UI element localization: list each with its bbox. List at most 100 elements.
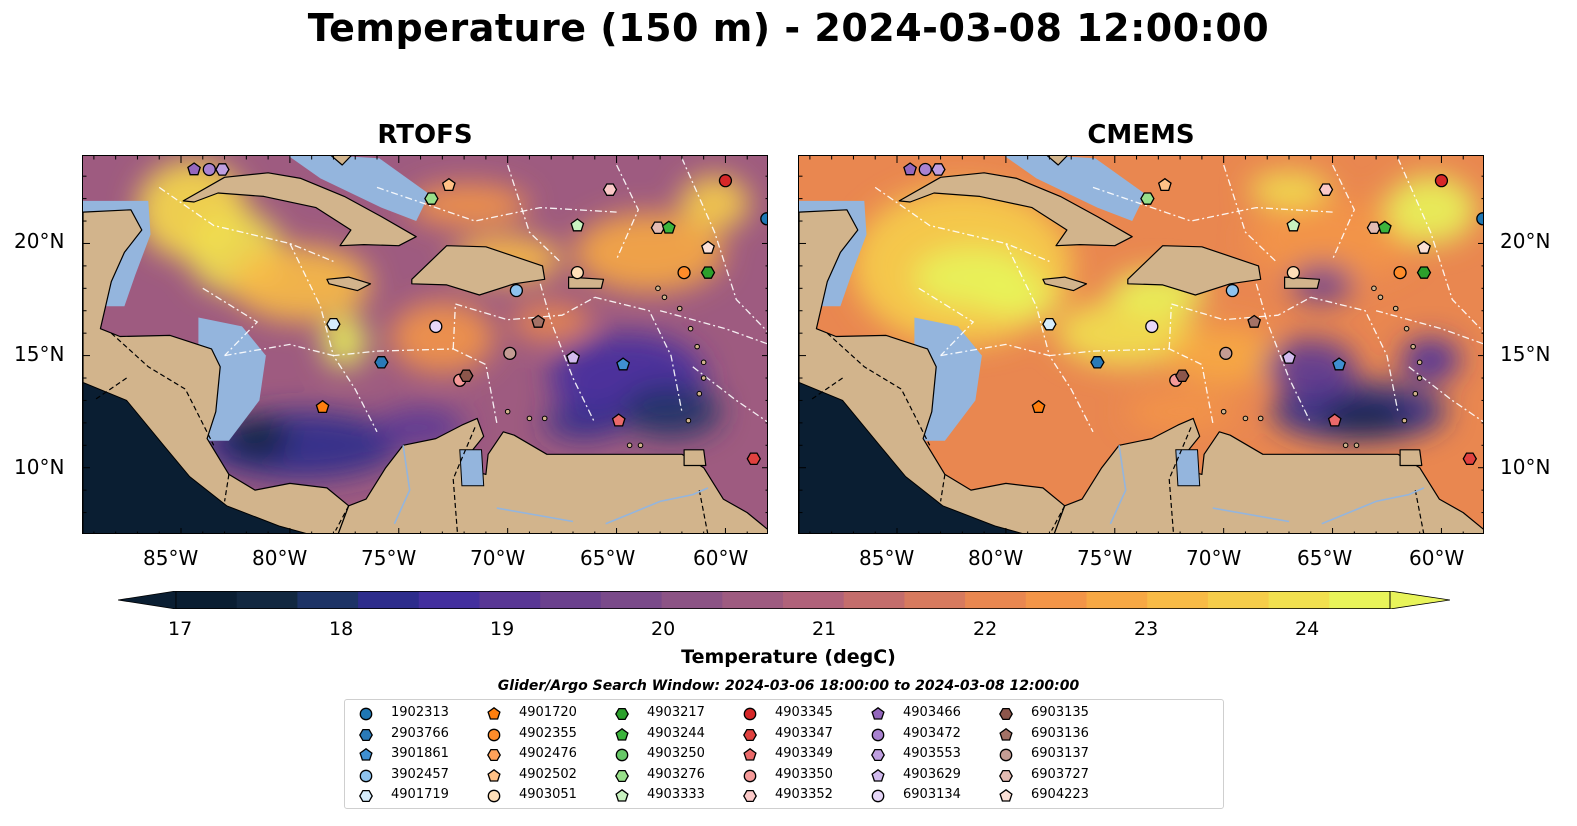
eez-boundary bbox=[1168, 296, 1312, 349]
legend-marker bbox=[999, 727, 1013, 741]
float-marker bbox=[1145, 319, 1159, 334]
circle-marker-icon bbox=[871, 728, 885, 741]
legend-marker bbox=[743, 707, 757, 721]
land-mass bbox=[326, 276, 372, 292]
island bbox=[676, 305, 683, 312]
island bbox=[1220, 408, 1227, 415]
island bbox=[1403, 325, 1410, 332]
circle-marker-icon bbox=[359, 769, 373, 782]
lon-tick-label: 85°W bbox=[143, 546, 199, 570]
pentagon-marker-icon bbox=[743, 747, 757, 761]
colorbar-bin bbox=[358, 591, 420, 609]
pentagon-marker-icon bbox=[359, 747, 373, 761]
country-border bbox=[940, 474, 946, 502]
river bbox=[1212, 507, 1290, 523]
float-marker bbox=[602, 183, 618, 196]
legend-item-label: 4903349 bbox=[775, 746, 833, 761]
lat-tick-label: 15°N bbox=[14, 342, 65, 366]
float-marker bbox=[459, 369, 474, 383]
map-panel-cmems[interactable] bbox=[798, 155, 1484, 534]
land-mass bbox=[1053, 417, 1483, 533]
colorbar-tick-label: 22 bbox=[973, 618, 998, 640]
colorbar-frame bbox=[175, 591, 1391, 610]
legend-item-label: 6903136 bbox=[1031, 725, 1089, 741]
eez-boundary bbox=[452, 296, 596, 349]
shallow-shelf bbox=[288, 156, 430, 221]
float-marker bbox=[1332, 357, 1347, 371]
island bbox=[661, 294, 668, 301]
colorbar-extend-low bbox=[117, 590, 177, 610]
eez-boundary bbox=[1092, 348, 1214, 424]
eez-boundary bbox=[289, 243, 378, 357]
float-marker bbox=[326, 317, 341, 331]
country-border bbox=[809, 377, 843, 401]
eez-boundary bbox=[874, 186, 1050, 263]
lon-tick-label: 80°W bbox=[252, 546, 308, 570]
land-mass bbox=[1042, 276, 1088, 292]
legend-marker bbox=[359, 789, 373, 803]
lon-tick-label: 75°W bbox=[1077, 546, 1133, 570]
legend-marker bbox=[359, 707, 373, 721]
hexagon-marker-icon bbox=[615, 769, 629, 782]
pentagon-marker-icon bbox=[999, 727, 1013, 741]
legend-item-label: 4903250 bbox=[647, 746, 705, 761]
island bbox=[541, 415, 548, 422]
legend-item-label: 3901861 bbox=[391, 746, 449, 761]
float-marker bbox=[1416, 266, 1432, 279]
legend-item-label: 4903350 bbox=[775, 766, 833, 782]
legend-marker bbox=[999, 748, 1013, 762]
float-marker bbox=[1434, 174, 1449, 188]
lat-tick-label: 10°N bbox=[14, 455, 65, 479]
island bbox=[694, 343, 700, 350]
legend-item-label: 6903134 bbox=[903, 787, 961, 802]
island bbox=[700, 375, 707, 381]
island bbox=[685, 417, 692, 424]
legend-marker bbox=[615, 788, 629, 802]
colorbar-bin bbox=[661, 591, 723, 609]
legend-marker bbox=[359, 747, 373, 761]
float-marker bbox=[424, 192, 439, 205]
float-legend: 1902313 2903766 3901861 3902457 4901719 49017… bbox=[344, 699, 1224, 809]
legend-item-label: 4903051 bbox=[519, 787, 577, 802]
land-mass bbox=[898, 172, 1133, 247]
eez-boundary bbox=[1092, 186, 1333, 222]
eez-boundary bbox=[1310, 296, 1399, 412]
hexagon-marker-icon bbox=[487, 748, 501, 762]
float-marker bbox=[746, 452, 762, 466]
hexagon-marker-icon bbox=[743, 789, 757, 803]
legend-item-label: 6903135 bbox=[1031, 705, 1089, 720]
country-border bbox=[452, 427, 476, 533]
island bbox=[1371, 285, 1377, 292]
hexagon-marker-icon bbox=[999, 769, 1013, 782]
float-marker bbox=[315, 399, 330, 414]
island bbox=[626, 442, 633, 449]
island bbox=[700, 359, 707, 366]
legend-item-label: 4903217 bbox=[647, 705, 705, 720]
colorbar-tick-label: 18 bbox=[329, 618, 354, 640]
float-marker bbox=[1286, 218, 1301, 232]
float-marker bbox=[918, 162, 932, 177]
pentagon-marker-icon bbox=[487, 706, 501, 720]
legend-item-label: 4901719 bbox=[391, 787, 449, 802]
legend-marker bbox=[999, 707, 1013, 721]
eez-boundary bbox=[594, 296, 683, 412]
island bbox=[696, 390, 703, 397]
hexagon-marker-icon bbox=[999, 707, 1013, 721]
float-marker bbox=[570, 265, 584, 280]
circle-marker-icon bbox=[487, 789, 501, 803]
float-marker bbox=[1318, 183, 1334, 196]
circle-marker-icon bbox=[487, 728, 501, 741]
lon-tick-label: 60°W bbox=[693, 546, 749, 570]
land-mass bbox=[330, 156, 352, 166]
legend-marker bbox=[871, 768, 885, 782]
eez-boundary bbox=[376, 348, 498, 424]
map-panel-rtofs[interactable] bbox=[82, 155, 768, 534]
float-marker bbox=[570, 218, 585, 232]
float-marker bbox=[1462, 452, 1478, 466]
eez-boundary bbox=[940, 343, 1094, 433]
pacific-region bbox=[83, 381, 307, 533]
circle-marker-icon bbox=[615, 748, 629, 762]
island bbox=[1353, 442, 1360, 449]
eez-boundary bbox=[158, 186, 334, 263]
pacific-region bbox=[799, 381, 1023, 533]
